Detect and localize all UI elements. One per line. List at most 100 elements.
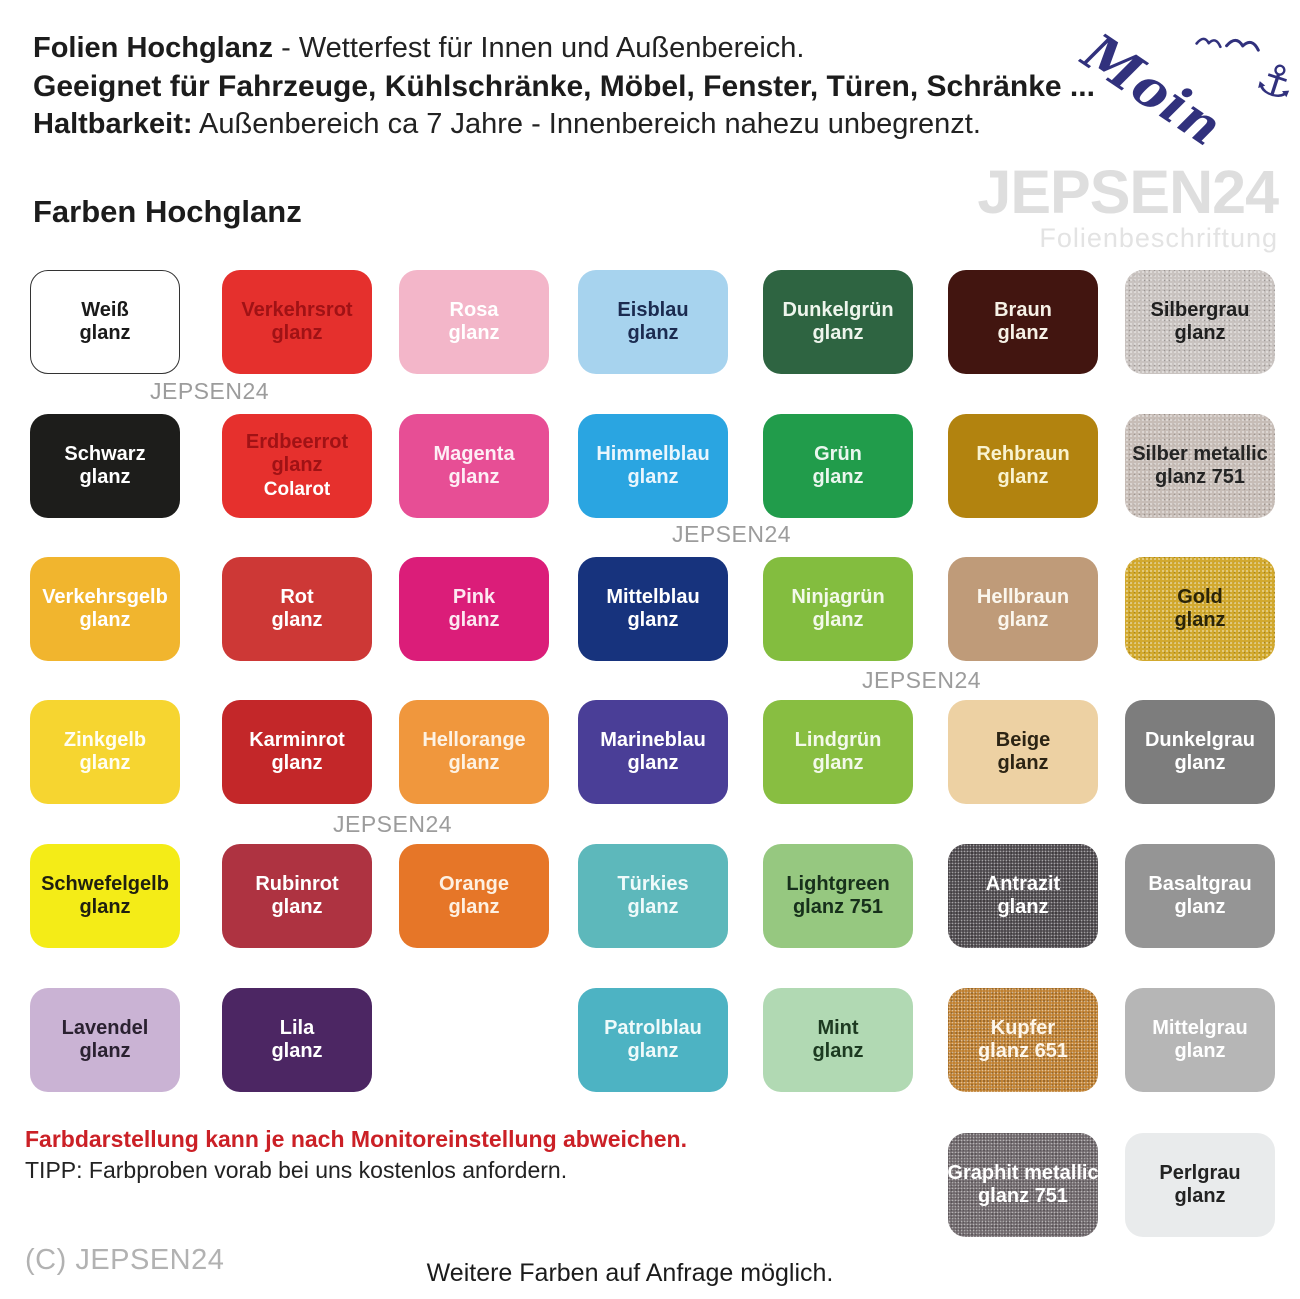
swatch-label: Mittelgrau — [1152, 1017, 1248, 1039]
swatch-rehbraun: Rehbraun glanz — [948, 414, 1098, 518]
swatch-label: Schwefelgelb — [41, 873, 169, 895]
swatch-hellbraun: Hellbraun glanz — [948, 557, 1098, 661]
copyright-text: (C) JEPSEN24 — [25, 1244, 225, 1276]
swatch-label: Colarot — [263, 479, 331, 500]
swatch-label: glanz — [1174, 322, 1226, 344]
swatch-label: Zinkgelb — [63, 729, 147, 751]
color-disclaimer: Farbdarstellung kann je nach Monitoreins… — [25, 1126, 687, 1152]
swatch-pink: Pink glanz — [399, 557, 549, 661]
swatch-label: glanz — [271, 609, 323, 631]
swatch-dunkelgruen: Dunkelgrün glanz — [763, 270, 913, 374]
swatch-label: glanz — [627, 752, 679, 774]
swatch-label: glanz — [997, 752, 1049, 774]
swatch-label: glanz — [997, 609, 1049, 631]
swatch-label: glanz — [997, 322, 1049, 344]
swatch-label: glanz 751 — [792, 896, 884, 918]
swatch-label: Hellorange — [422, 729, 526, 751]
swatch-gold: Gold glanz — [1125, 557, 1275, 661]
swatch-lavendel: Lavendel glanz — [30, 988, 180, 1092]
swatch-label: glanz — [812, 752, 864, 774]
swatch-label: glanz — [812, 322, 864, 344]
intro-line-1-bold: Folien Hochglanz — [33, 32, 274, 64]
swatch-label: glanz — [997, 466, 1049, 488]
swatch-marineblau: Marineblau glanz — [578, 700, 728, 804]
swatch-schwefelgelb: Schwefelgelb glanz — [30, 844, 180, 948]
swatch-label: glanz — [448, 322, 500, 344]
swatch-label: Braun — [994, 299, 1052, 321]
swatch-beige: Beige glanz — [948, 700, 1098, 804]
swatch-label: Karminrot — [249, 729, 345, 751]
swatch-himmelblau: Himmelblau glanz — [578, 414, 728, 518]
inline-watermark: JEPSEN24 — [150, 378, 270, 404]
swatch-schwarz: Schwarz glanz — [30, 414, 180, 518]
swatch-basaltgrau: Basaltgrau glanz — [1125, 844, 1275, 948]
swatch-label: Silber metallic — [1132, 443, 1268, 465]
intro-line-1: Folien Hochglanz - Wetterfest für Innen … — [33, 30, 1095, 67]
swatch-label: glanz — [1174, 896, 1226, 918]
swatch-label: Lightgreen — [786, 873, 890, 895]
swatch-label: Orange — [438, 873, 510, 895]
swatch-label: glanz — [448, 752, 500, 774]
swatch-label: Lila — [279, 1017, 315, 1039]
intro-line-2: Geeignet für Fahrzeuge, Kühlschränke, Mö… — [33, 70, 1095, 103]
more-colors-text: Weitere Farben auf Anfrage möglich. — [426, 1259, 834, 1287]
intro-line-1-rest: - Wetterfest für Innen und Außenbereich. — [273, 32, 805, 64]
swatch-lila: Lila glanz — [222, 988, 372, 1092]
swatch-rot: Rot glanz — [222, 557, 372, 661]
swatch-graphit-metallic: Graphit metallic glanz 751 — [947, 1133, 1099, 1237]
swatch-label: Rubinrot — [255, 873, 339, 895]
swatch-label: glanz — [1174, 1185, 1226, 1207]
swatch-label: glanz — [79, 609, 131, 631]
swatch-label: Erdbeerrot — [245, 431, 349, 453]
swatch-label: Verkehrsgelb — [42, 586, 168, 608]
swatch-magenta: Magenta glanz — [399, 414, 549, 518]
swatch-label: glanz — [812, 1040, 864, 1062]
swatch-mittelblau: Mittelblau glanz — [578, 557, 728, 661]
swatch-label: glanz — [448, 609, 500, 631]
swatch-label: glanz — [1174, 752, 1226, 774]
swatch-erdbeerrot: Erdbeerrot glanz Colarot — [222, 414, 372, 518]
swatch-zinkgelb: Zinkgelb glanz — [30, 700, 180, 804]
swatch-label: glanz — [627, 466, 679, 488]
swatch-label: glanz — [79, 752, 131, 774]
swatch-label: glanz — [448, 466, 500, 488]
swatch-label: glanz — [627, 1040, 679, 1062]
swatch-label: glanz 751 — [977, 1185, 1069, 1207]
swatch-mittelgrau: Mittelgrau glanz — [1125, 988, 1275, 1092]
anchor-icon: ⚓ — [1248, 51, 1300, 112]
swatch-mint: Mint glanz — [763, 988, 913, 1092]
swatch-label: Gold — [1177, 586, 1223, 608]
swatch-label: Marineblau — [600, 729, 706, 751]
swatch-label: glanz — [448, 896, 500, 918]
swatch-braun: Braun glanz — [948, 270, 1098, 374]
swatch-orange: Orange glanz — [399, 844, 549, 948]
swatch-antrazit: Antrazit glanz — [948, 844, 1098, 948]
swatch-label: Graphit metallic — [947, 1162, 1099, 1184]
swatch-label: glanz — [812, 609, 864, 631]
moin-logo: Moin ⚓ — [1072, 12, 1300, 159]
swatch-label: Himmelblau — [596, 443, 710, 465]
swatch-hellorange: Hellorange glanz — [399, 700, 549, 804]
swatch-label: Dunkelgrau — [1144, 729, 1256, 751]
swatch-label: Rehbraun — [976, 443, 1070, 465]
swatch-label: Patrolblau — [604, 1017, 702, 1039]
brand-watermark: JEPSEN24 Folienbeschriftung — [977, 162, 1279, 254]
swatch-label: Weiß — [81, 299, 129, 321]
swatch-label: Basaltgrau — [1148, 873, 1252, 895]
swatch-eisblau: Eisblau glanz — [578, 270, 728, 374]
swatch-label: glanz 751 — [1154, 466, 1246, 488]
swatch-rosa: Rosa glanz — [399, 270, 549, 374]
inline-watermark: JEPSEN24 — [672, 521, 792, 547]
swatch-rubinrot: Rubinrot glanz — [222, 844, 372, 948]
swatch-label: glanz — [271, 322, 323, 344]
swatch-lightgreen: Lightgreen glanz 751 — [763, 844, 913, 948]
swatch-dunkelgrau: Dunkelgrau glanz — [1125, 700, 1275, 804]
swatch-label: glanz — [271, 896, 323, 918]
swatch-silbergrau: Silbergrau glanz — [1125, 270, 1275, 374]
swatch-label: Lavendel — [61, 1017, 149, 1039]
swatch-label: Hellbraun — [976, 586, 1070, 608]
swatch-label: Pink — [452, 586, 496, 608]
brand-watermark-subtitle: Folienbeschriftung — [1039, 223, 1278, 253]
swatch-label: Türkies — [617, 873, 689, 895]
